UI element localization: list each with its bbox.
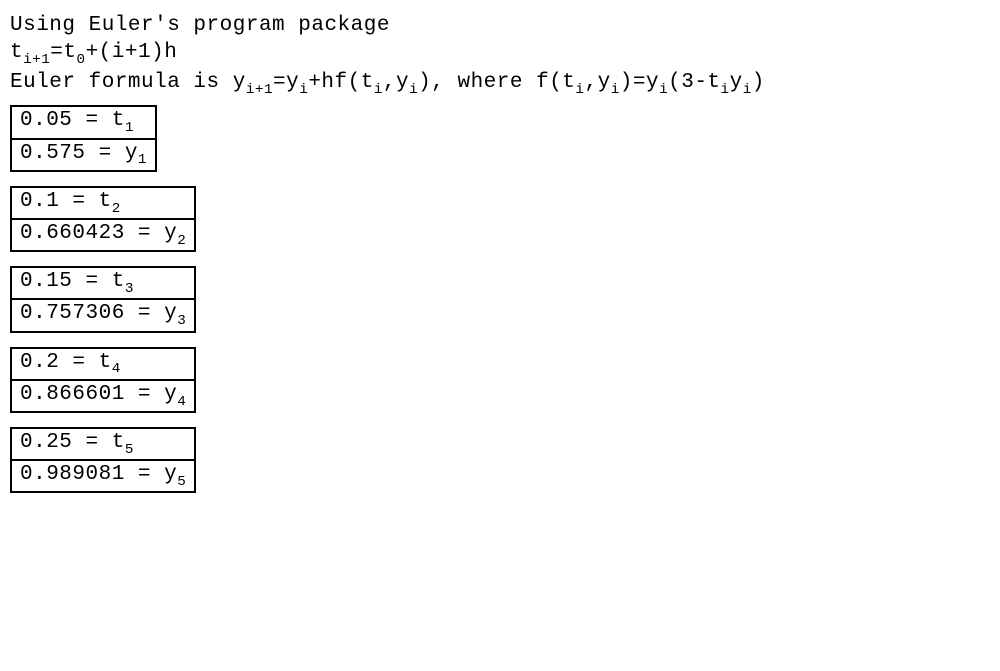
result-t-cell: 0.05 = t1 (11, 106, 156, 138)
result-y-cell: 0.757306 = y3 (11, 299, 195, 331)
formula-t: ti+1=t0+(i+1)h (10, 41, 990, 67)
heading-line-1: Using Euler's program package (10, 14, 990, 37)
result-box: 0.05 = t10.575 = y1 (10, 105, 157, 171)
result-y-cell: 0.866601 = y4 (11, 380, 195, 412)
result-y-cell: 0.660423 = y2 (11, 219, 195, 251)
results-container: 0.05 = t10.575 = y1 0.1 = t20.660423 = y2… (10, 105, 990, 493)
result-box: 0.25 = t50.989081 = y5 (10, 427, 196, 493)
result-box: 0.2 = t40.866601 = y4 (10, 347, 196, 413)
result-box: 0.1 = t20.660423 = y2 (10, 186, 196, 252)
result-y-cell: 0.575 = y1 (11, 139, 156, 171)
result-t-cell: 0.25 = t5 (11, 428, 195, 460)
result-t-cell: 0.15 = t3 (11, 267, 195, 299)
result-box: 0.15 = t30.757306 = y3 (10, 266, 196, 332)
result-y-cell: 0.989081 = y5 (11, 460, 195, 492)
result-t-cell: 0.2 = t4 (11, 348, 195, 380)
result-t-cell: 0.1 = t2 (11, 187, 195, 219)
formula-euler: Euler formula is yi+1=yi+hf(ti,yi), wher… (10, 71, 990, 97)
